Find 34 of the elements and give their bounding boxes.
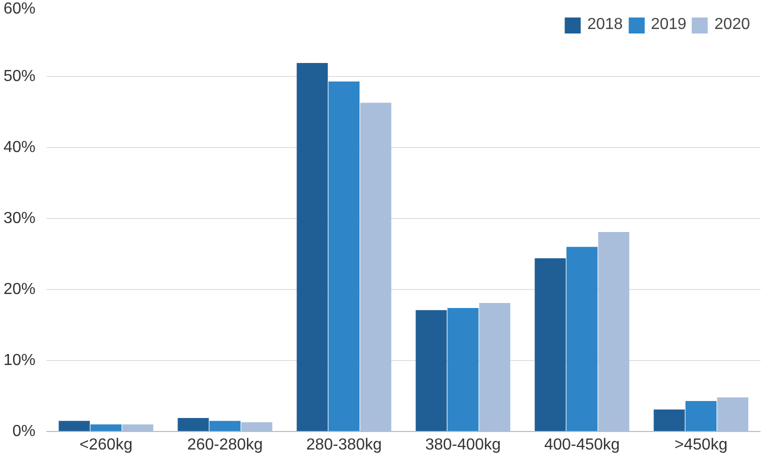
x-tick-label: 280-380kg [306, 436, 382, 454]
y-tick-label: 10% [3, 352, 36, 369]
y-tick-label: 50% [3, 68, 36, 85]
legend-label: 2019 [650, 16, 686, 34]
bar [241, 422, 272, 432]
x-tick-label: 380-400kg [425, 436, 501, 454]
bar [534, 258, 566, 432]
legend-label: 2020 [714, 16, 750, 34]
x-tick-label: 400-450kg [544, 436, 620, 454]
bar [296, 63, 328, 432]
bar [122, 424, 154, 432]
bar [479, 302, 510, 432]
y-tick-label: 20% [3, 281, 36, 298]
y-tick-label: 40% [3, 139, 36, 156]
bar [58, 420, 90, 432]
x-tick-label: 260-280kg [187, 436, 263, 454]
y-tick-label: 0% [12, 423, 36, 440]
bar [416, 310, 447, 432]
bar [178, 418, 209, 432]
bar [90, 424, 122, 432]
x-tick-label: <260kg [80, 436, 132, 454]
bar [685, 400, 717, 432]
y-tick-label: 60% [3, 0, 36, 18]
bar [447, 308, 479, 432]
bar [209, 420, 241, 432]
y-tick-label: 30% [3, 210, 36, 227]
bar [598, 232, 630, 432]
bar [566, 246, 598, 432]
x-tick-label: >450kg [674, 436, 728, 454]
bar [328, 81, 360, 432]
bar [717, 397, 748, 432]
legend-label: 2018 [587, 16, 623, 34]
bar [360, 102, 392, 432]
bar [654, 409, 685, 432]
